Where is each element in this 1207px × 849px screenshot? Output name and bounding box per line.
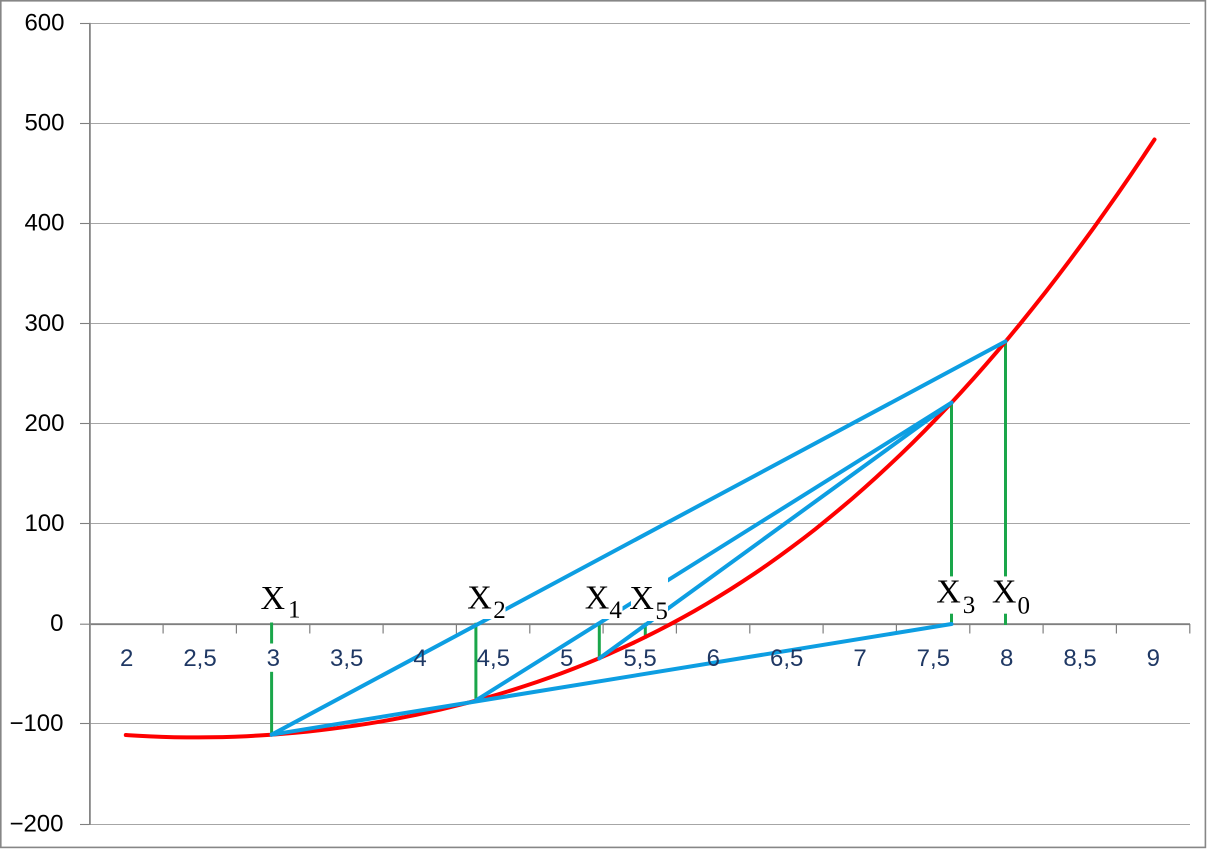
svg-text:6,5: 6,5 xyxy=(770,645,803,672)
svg-text:8: 8 xyxy=(1000,645,1013,672)
svg-text:5: 5 xyxy=(655,598,668,625)
svg-text:8,5: 8,5 xyxy=(1063,645,1096,672)
svg-text:200: 200 xyxy=(24,410,64,437)
svg-text:100: 100 xyxy=(24,510,64,537)
svg-text:3,5: 3,5 xyxy=(330,645,363,672)
svg-text:X: X xyxy=(467,580,492,617)
svg-text:3: 3 xyxy=(267,645,280,672)
svg-text:−200: −200 xyxy=(9,810,63,837)
svg-text:4,5: 4,5 xyxy=(477,645,510,672)
svg-text:500: 500 xyxy=(24,110,64,137)
svg-text:2: 2 xyxy=(120,645,133,672)
svg-text:X: X xyxy=(261,580,286,617)
svg-text:0: 0 xyxy=(50,610,63,637)
svg-text:5,5: 5,5 xyxy=(623,645,656,672)
svg-text:600: 600 xyxy=(24,10,64,37)
svg-text:7,5: 7,5 xyxy=(917,645,950,672)
svg-text:2: 2 xyxy=(493,597,506,624)
svg-text:6: 6 xyxy=(707,645,720,672)
svg-text:X: X xyxy=(585,580,610,617)
svg-text:4: 4 xyxy=(413,645,426,672)
svg-text:X: X xyxy=(992,573,1017,610)
svg-text:2,5: 2,5 xyxy=(183,645,216,672)
svg-text:3: 3 xyxy=(963,592,976,619)
svg-text:4: 4 xyxy=(609,597,622,624)
svg-text:1: 1 xyxy=(288,597,301,624)
svg-text:400: 400 xyxy=(24,210,64,237)
svg-text:7: 7 xyxy=(853,645,866,672)
svg-text:X: X xyxy=(936,573,961,610)
svg-text:−100: −100 xyxy=(9,710,63,737)
svg-text:5: 5 xyxy=(560,645,573,672)
svg-text:300: 300 xyxy=(24,310,64,337)
svg-text:X: X xyxy=(629,580,654,617)
svg-text:9: 9 xyxy=(1147,645,1160,672)
svg-text:0: 0 xyxy=(1018,592,1031,619)
